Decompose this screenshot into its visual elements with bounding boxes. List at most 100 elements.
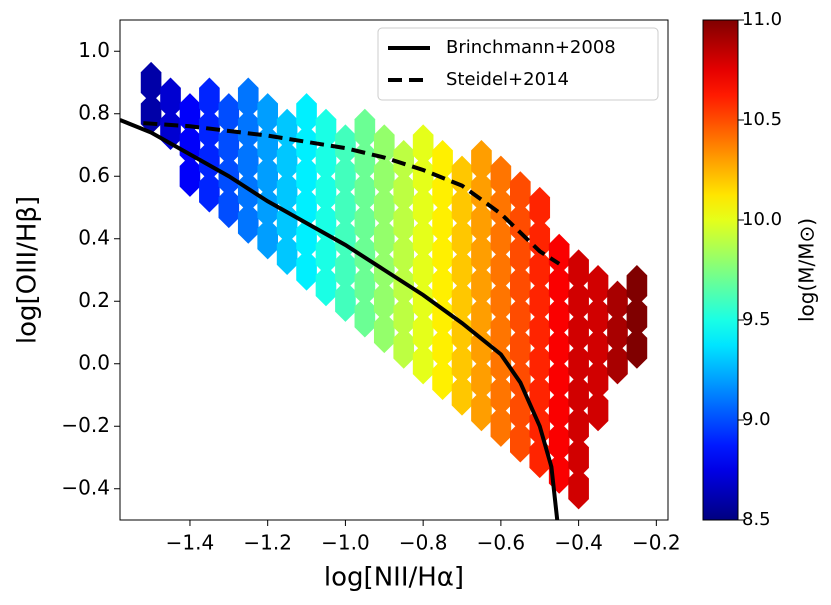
hex-cell bbox=[432, 171, 453, 213]
x-tick-label: −0.6 bbox=[477, 531, 526, 555]
hex-cell bbox=[276, 171, 298, 213]
hex-cell bbox=[587, 265, 609, 307]
hex-cell bbox=[335, 124, 356, 166]
hex-cell bbox=[451, 155, 473, 197]
y-tick-label: 0.8 bbox=[78, 100, 110, 124]
hex-cell bbox=[490, 374, 512, 416]
hex-cell bbox=[568, 280, 589, 322]
series-line bbox=[143, 121, 561, 266]
hex-cell bbox=[509, 202, 531, 244]
hex-cell bbox=[354, 202, 376, 244]
hex-cell bbox=[179, 93, 201, 135]
hex-cell bbox=[373, 311, 395, 354]
hex-cell bbox=[140, 61, 162, 104]
hex-cell bbox=[451, 249, 473, 291]
hex-cell bbox=[568, 374, 589, 416]
hex-cell bbox=[354, 233, 376, 275]
hex-cell bbox=[237, 108, 259, 150]
hex-cell bbox=[471, 202, 492, 244]
hex-cell bbox=[373, 155, 395, 197]
hex-cell bbox=[509, 233, 531, 275]
hex-cell bbox=[315, 233, 337, 275]
x-tick-label: −1.4 bbox=[166, 531, 215, 555]
hex-cell bbox=[568, 249, 589, 291]
legend-label: Steidel+2014 bbox=[446, 69, 569, 90]
hex-cell bbox=[296, 93, 317, 135]
hex-cell bbox=[529, 186, 551, 229]
legend-label: Brinchmann+2008 bbox=[446, 37, 616, 58]
hex-cell bbox=[257, 93, 279, 135]
hex-cell bbox=[548, 327, 570, 369]
hex-cell bbox=[412, 186, 434, 229]
hex-cell bbox=[587, 358, 609, 400]
hex-cell bbox=[471, 296, 492, 338]
hex-cell bbox=[315, 140, 337, 182]
hex-cell bbox=[335, 280, 356, 322]
hex-cell bbox=[568, 468, 589, 510]
hex-cell bbox=[373, 280, 395, 322]
hex-cell bbox=[451, 311, 473, 354]
colorbar-label: log(M/M⊙) bbox=[795, 218, 819, 322]
colorbar-tick-label: 10.5 bbox=[742, 109, 782, 130]
hex-cell bbox=[393, 140, 415, 182]
hex-cell bbox=[199, 77, 220, 119]
hex-cell bbox=[568, 343, 589, 385]
y-tick-label: −0.4 bbox=[61, 475, 110, 499]
hex-cell bbox=[490, 249, 512, 291]
hex-cell bbox=[509, 327, 531, 369]
y-tick-label: 0.2 bbox=[78, 288, 110, 312]
hex-cell bbox=[471, 233, 492, 275]
colorbar-tick-label: 10.0 bbox=[742, 209, 782, 230]
hex-cell bbox=[626, 327, 648, 369]
x-tick-label: −0.4 bbox=[554, 531, 603, 555]
hex-cell bbox=[315, 108, 337, 150]
hex-cell bbox=[237, 77, 259, 119]
hex-cell bbox=[412, 218, 434, 260]
hex-cell bbox=[471, 390, 492, 432]
y-axis-label: log[OIII/Hβ] bbox=[13, 196, 43, 344]
hex-cell bbox=[218, 93, 240, 135]
hex-cell bbox=[393, 327, 415, 369]
hex-cell bbox=[529, 374, 551, 416]
plot-frame bbox=[119, 19, 669, 521]
y-tick-label: 0.0 bbox=[78, 350, 110, 374]
hex-cell bbox=[432, 327, 453, 369]
hex-cell bbox=[451, 218, 473, 260]
hex-cell bbox=[276, 233, 298, 275]
hex-cell bbox=[276, 108, 298, 150]
hex-cell bbox=[199, 140, 220, 182]
hex-cell bbox=[471, 327, 492, 369]
hex-cell bbox=[432, 265, 453, 307]
hex-cell bbox=[354, 171, 376, 213]
hex-cell bbox=[490, 155, 512, 197]
hex-cell bbox=[296, 249, 317, 291]
y-tick-label: 0.6 bbox=[78, 163, 110, 187]
hex-cell bbox=[199, 171, 220, 213]
hex-cell bbox=[509, 296, 531, 338]
hex-cell bbox=[373, 186, 395, 229]
hex-cell bbox=[548, 265, 570, 307]
hex-cell bbox=[354, 108, 376, 150]
legend-box bbox=[377, 27, 659, 101]
hex-cell bbox=[548, 390, 570, 432]
hex-cell bbox=[432, 358, 453, 400]
hex-cell bbox=[296, 124, 317, 166]
hex-cell bbox=[257, 155, 279, 197]
hex-cell bbox=[393, 171, 415, 213]
y-tick-label: 0.4 bbox=[78, 225, 110, 249]
hex-cell bbox=[529, 343, 551, 385]
hex-cell bbox=[490, 311, 512, 354]
hex-cell bbox=[607, 343, 628, 385]
hex-cell bbox=[548, 421, 570, 463]
colorbar bbox=[702, 19, 739, 521]
hex-cell bbox=[548, 296, 570, 338]
hex-cell bbox=[354, 265, 376, 307]
colorbar-tick-label: 11.0 bbox=[742, 9, 782, 30]
hex-cell bbox=[568, 311, 589, 354]
hex-cell bbox=[335, 155, 356, 197]
hex-cell bbox=[587, 390, 609, 432]
colorbar-tick-label: 8.5 bbox=[742, 509, 771, 530]
hex-cell bbox=[296, 186, 317, 229]
colorbar-tick-label: 9.0 bbox=[742, 409, 771, 430]
hex-cell bbox=[471, 358, 492, 400]
